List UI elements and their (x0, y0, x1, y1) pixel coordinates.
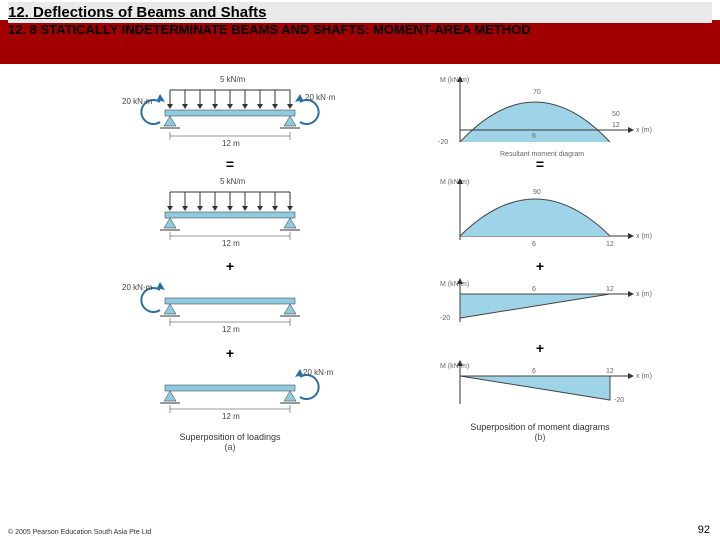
plus-2: + (100, 345, 360, 361)
svg-text:M (kN·m): M (kN·m) (440, 179, 469, 186)
copyright: © 2005 Pearson Education South Asia Pte … (8, 529, 151, 536)
svg-text:Resultant moment diagram: Resultant moment diagram (500, 151, 584, 158)
svg-text:6: 6 (532, 241, 536, 248)
chapter-title: 12. Deflections of Beams and Shafts (8, 2, 712, 23)
svg-text:12: 12 (606, 286, 614, 293)
right-caption: Superposition of moment diagrams (400, 422, 680, 432)
plus-r2: + (400, 340, 680, 356)
right-column: M (kN·m) x (m) 50 12 6 70 -20 Resultant … (400, 72, 680, 442)
svg-text:6: 6 (532, 286, 536, 293)
plus-1: + (100, 258, 360, 274)
svg-text:20 kN·m: 20 kN·m (122, 283, 153, 292)
svg-text:6: 6 (532, 133, 536, 140)
svg-text:x (m): x (m) (636, 127, 652, 134)
svg-text:M (kN·m): M (kN·m) (440, 363, 469, 370)
right-sub: (b) (400, 432, 680, 442)
svg-text:20 kN·m: 20 kN·m (122, 97, 153, 106)
svg-text:x (m): x (m) (636, 373, 652, 380)
svg-text:5 kN/m: 5 kN/m (220, 177, 246, 186)
beam-moment-right: 20 kN·m 12 m (100, 363, 360, 428)
left-sub: (a) (100, 442, 360, 452)
left-caption: Superposition of loadings (100, 432, 360, 442)
equals: = (100, 156, 360, 172)
moment-tri-left: M (kN·m) x (m) -20 6 12 (400, 276, 680, 336)
svg-text:12 m: 12 m (222, 239, 240, 248)
svg-text:12: 12 (606, 368, 614, 375)
svg-text:12 m: 12 m (222, 325, 240, 334)
svg-text:12: 12 (612, 122, 620, 129)
plus-r1: + (400, 258, 680, 274)
svg-text:50: 50 (612, 111, 620, 118)
svg-text:-20: -20 (438, 139, 448, 146)
svg-text:12 m: 12 m (222, 139, 240, 148)
moment-resultant: M (kN·m) x (m) 50 12 6 70 -20 Resultant … (400, 72, 680, 152)
page-number: 92 (698, 524, 710, 536)
svg-text:-20: -20 (440, 315, 450, 322)
svg-text:x (m): x (m) (636, 291, 652, 298)
svg-text:M (kN·m): M (kN·m) (440, 77, 469, 84)
svg-text:90: 90 (533, 189, 541, 196)
section-title: 12. 8 STATICALLY INDETERMINATE BEAMS AND… (8, 22, 531, 39)
svg-text:M (kN·m): M (kN·m) (440, 281, 469, 288)
svg-text:-20: -20 (614, 397, 624, 404)
svg-text:20 kN·m: 20 kN·m (305, 93, 336, 102)
beam-dist-only: 5 kN/m 12 m (100, 174, 360, 254)
beam-combined: 5 kN/m 20 kN·m 20 kN·m (100, 72, 360, 152)
dist-arrows (167, 90, 293, 109)
svg-text:6: 6 (532, 368, 536, 375)
svg-text:70: 70 (533, 89, 541, 96)
left-column: 5 kN/m 20 kN·m 20 kN·m (100, 72, 360, 452)
dist-load-label: 5 kN/m (220, 75, 246, 84)
svg-text:20 kN·m: 20 kN·m (303, 368, 334, 377)
svg-text:12: 12 (606, 241, 614, 248)
figure-area: 5 kN/m 20 kN·m 20 kN·m (0, 72, 720, 517)
beam-moment-left: 20 kN·m 12 m (100, 276, 360, 341)
moment-tri-right: M (kN·m) x (m) -20 6 12 (400, 358, 680, 418)
svg-text:x (m): x (m) (636, 233, 652, 240)
svg-text:12 m: 12 m (222, 412, 240, 421)
moment-dist: M (kN·m) x (m) 90 6 12 (400, 174, 680, 254)
